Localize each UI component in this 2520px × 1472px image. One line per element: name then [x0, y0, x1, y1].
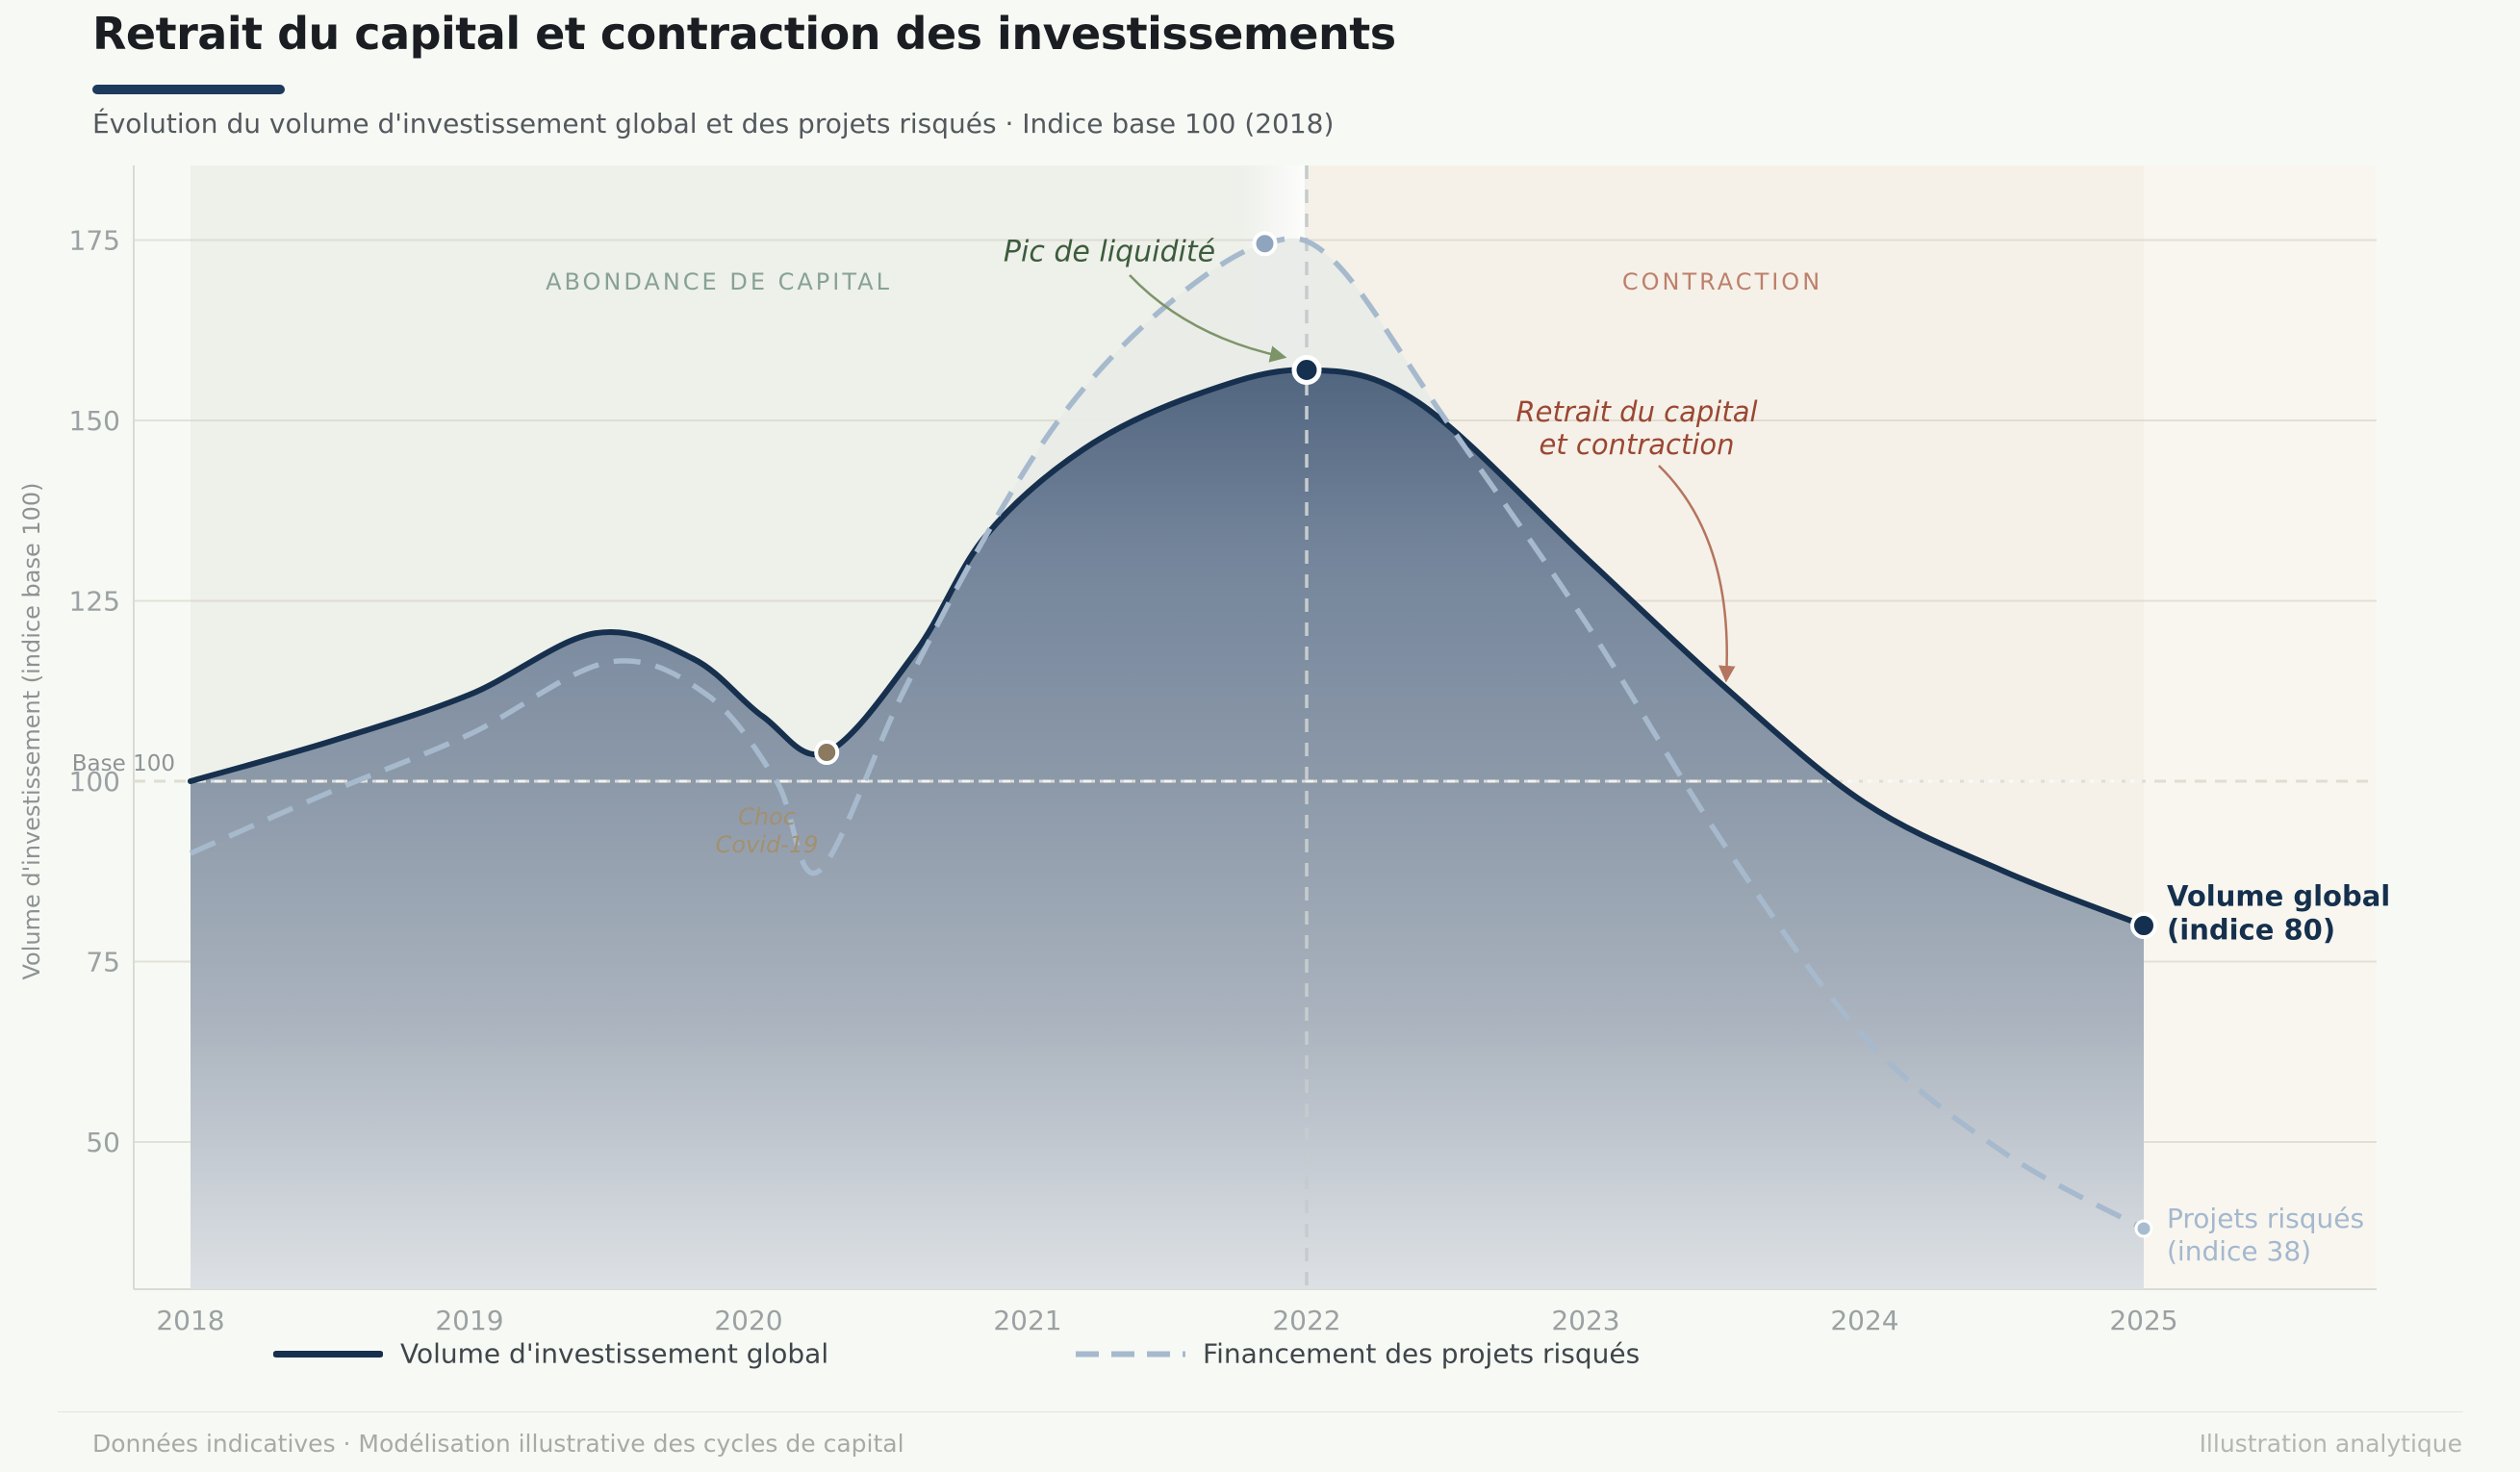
x-tick-2020: 2020 — [714, 1305, 782, 1336]
dashed-line-swatch — [1076, 1351, 1185, 1357]
y-tick-150: 150 — [69, 405, 120, 437]
x-tick-2022: 2022 — [1272, 1305, 1340, 1336]
x-tick-2018: 2018 — [156, 1305, 224, 1336]
y-tick-75: 75 — [86, 947, 120, 978]
end-label-risky-projects: Projets risqués (indice 38) — [2167, 1202, 2365, 1267]
global-volume-line — [188, 367, 2147, 928]
end-label-global-volume: Volume global (indice 80) — [2167, 879, 2391, 947]
footer-credit: Illustration analytique — [2199, 1430, 2462, 1458]
zone-label-contraction: CONTRACTION — [1621, 268, 1823, 295]
zone-band-2 — [2144, 165, 2376, 1289]
y-tick-175: 175 — [69, 225, 120, 257]
footer-note: Données indicatives · Modélisation illus… — [92, 1430, 904, 1458]
title-accent-bar — [92, 85, 285, 94]
x-tick-2021: 2021 — [993, 1305, 1061, 1336]
page-title: Retrait du capital et contraction des in… — [92, 8, 1396, 60]
liquidity-peak-marker — [1252, 231, 1278, 257]
x-tick-2019: 2019 — [435, 1305, 503, 1336]
legend-item-global-volume: Volume d'investissement global — [273, 1338, 828, 1370]
legend-label: Financement des projets risqués — [1203, 1337, 1641, 1370]
legend-item-risky-financing: Financement des projets risqués — [1076, 1338, 1640, 1370]
y-tick-125: 125 — [69, 586, 120, 618]
withdrawal-arrow — [1658, 465, 1736, 683]
legend-label: Volume d'investissement global — [400, 1337, 829, 1370]
annotation-covid-shock: Choc Covid-19 — [715, 803, 819, 858]
annotation-liquidity-peak: Pic de liquidité — [1003, 235, 1216, 269]
y-axis-title: Volume d'investissement (indice base 100… — [18, 482, 45, 980]
footer-divider — [58, 1411, 2463, 1412]
volume-peak-marker — [1291, 355, 1322, 385]
volume-end-marker — [2130, 912, 2157, 939]
baseline-label: Base 100 — [71, 751, 175, 776]
zone-label-abundance: ABONDANCE DE CAPITAL — [546, 268, 892, 295]
x-tick-2023: 2023 — [1551, 1305, 1619, 1336]
covid-dip-marker — [814, 740, 840, 765]
liquidity-peak-arrow — [1129, 274, 1287, 363]
annotation-capital-withdrawal: Retrait du capital et contraction — [1515, 394, 1758, 461]
risky-end-marker — [2134, 1219, 2153, 1238]
y-tick-100: 100 — [69, 766, 120, 798]
x-tick-2024: 2024 — [1830, 1305, 1898, 1336]
x-tick-2025: 2025 — [2109, 1305, 2177, 1336]
solid-line-swatch — [273, 1350, 383, 1358]
y-tick-50: 50 — [86, 1127, 120, 1158]
global-volume-area-fill — [191, 369, 2144, 1289]
page-subtitle: Évolution du volume d'investissement glo… — [92, 108, 1335, 140]
risky-financing-line — [189, 236, 2146, 1231]
